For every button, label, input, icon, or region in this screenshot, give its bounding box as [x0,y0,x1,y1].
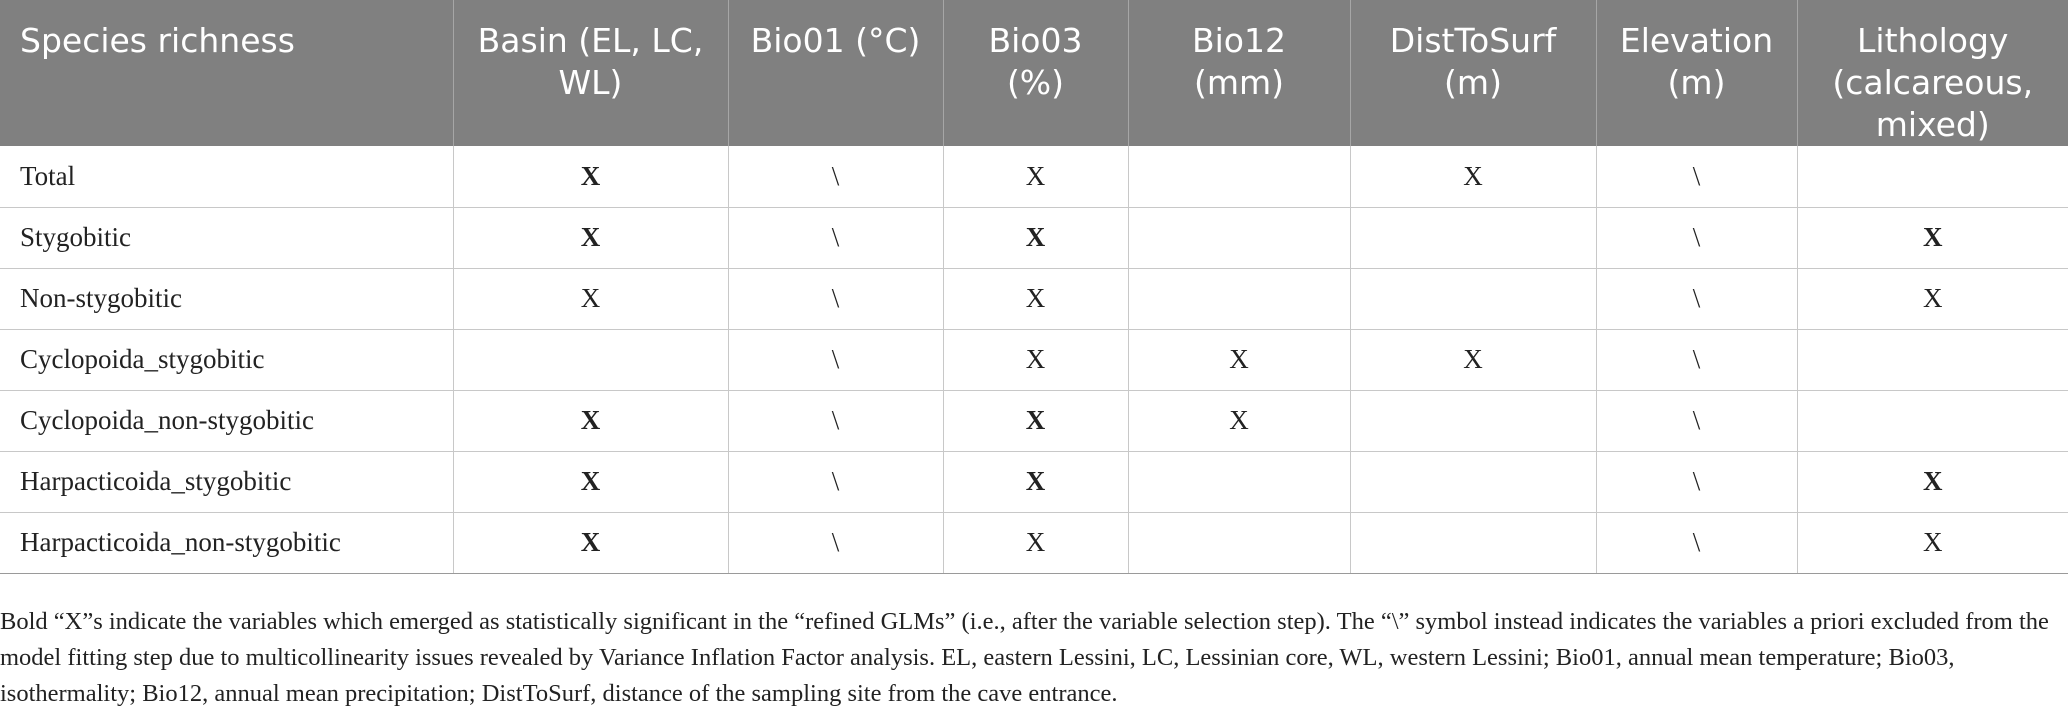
cell-elevation: \ [1596,207,1798,269]
cell-lithology: X [1797,207,2068,269]
cell-bio12 [1128,146,1351,208]
table-header: Species richness Basin (EL, LC, WL) Bio0… [0,0,2068,146]
footnote-text: Bold “X”s indicate the variables which e… [0,608,2049,707]
cell-elevation: \ [1596,390,1798,452]
cell-disttosurf [1350,451,1597,513]
cell-lithology: X [1797,268,2068,330]
cell-basin [453,329,729,391]
header-disttosurf: DistToSurf (m) [1350,0,1597,146]
cell-lithology [1797,146,2068,208]
cell-bio12 [1128,268,1351,330]
cell-bio03: X [943,207,1129,269]
cell-elevation: \ [1596,451,1798,513]
cell-disttosurf [1350,207,1597,269]
cell-disttosurf: X [1350,329,1597,391]
cell-bio01: \ [728,512,944,574]
row-label: Harpacticoida_stygobitic [0,451,454,513]
cell-lithology [1797,390,2068,452]
header-lithology: Lithology (calcareous, mixed) [1797,0,2068,146]
cell-disttosurf [1350,268,1597,330]
row-label: Total [0,146,454,208]
header-species-richness: Species richness [0,0,454,146]
cell-bio03: X [943,390,1129,452]
table-container: Species richness Basin (EL, LC, WL) Bio0… [0,0,2068,574]
cell-bio03: X [943,512,1129,574]
row-label: Harpacticoida_non-stygobitic [0,512,454,574]
cell-disttosurf: X [1350,146,1597,208]
cell-bio01: \ [728,207,944,269]
cell-basin: X [453,451,729,513]
header-bio01: Bio01 (°C) [728,0,944,146]
cell-bio12 [1128,512,1351,574]
row-label: Stygobitic [0,207,454,269]
cell-bio12: X [1128,390,1351,452]
results-table: Species richness Basin (EL, LC, WL) Bio0… [0,0,2068,574]
cell-bio01: \ [728,451,944,513]
row-label: Non-stygobitic [0,268,454,330]
cell-bio01: \ [728,390,944,452]
header-bio12: Bio12 (mm) [1128,0,1351,146]
cell-bio12 [1128,207,1351,269]
cell-elevation: \ [1596,329,1798,391]
cell-bio03: X [943,146,1129,208]
cell-basin: X [453,268,729,330]
table-footnote: Bold “X”s indicate the variables which e… [0,604,2060,712]
cell-disttosurf [1350,512,1597,574]
table-row: Non-stygobitic X \ X \ X [0,268,2068,330]
header-basin: Basin (EL, LC, WL) [453,0,729,146]
cell-lithology: X [1797,451,2068,513]
table-row: Cyclopoida_non-stygobitic X \ X X \ [0,390,2068,452]
cell-disttosurf [1350,390,1597,452]
cell-bio12 [1128,451,1351,513]
header-bio03: Bio03 (%) [943,0,1129,146]
cell-bio01: \ [728,146,944,208]
row-label: Cyclopoida_stygobitic [0,329,454,391]
header-elevation: Elevation (m) [1596,0,1798,146]
cell-basin: X [453,207,729,269]
cell-bio03: X [943,268,1129,330]
table-body: Total X \ X X \ Stygobitic X \ X \ X Non [0,146,2068,574]
cell-bio03: X [943,451,1129,513]
cell-elevation: \ [1596,512,1798,574]
cell-basin: X [453,146,729,208]
table-row: Cyclopoida_stygobitic \ X X X \ [0,329,2068,391]
cell-lithology [1797,329,2068,391]
row-label: Cyclopoida_non-stygobitic [0,390,454,452]
cell-basin: X [453,512,729,574]
cell-elevation: \ [1596,268,1798,330]
cell-bio01: \ [728,329,944,391]
table-row: Harpacticoida_non-stygobitic X \ X \ X [0,512,2068,574]
cell-elevation: \ [1596,146,1798,208]
table-row: Harpacticoida_stygobitic X \ X \ X [0,451,2068,513]
cell-bio03: X [943,329,1129,391]
cell-lithology: X [1797,512,2068,574]
cell-basin: X [453,390,729,452]
table-row: Stygobitic X \ X \ X [0,207,2068,269]
cell-bio12: X [1128,329,1351,391]
cell-bio01: \ [728,268,944,330]
table-row: Total X \ X X \ [0,146,2068,208]
